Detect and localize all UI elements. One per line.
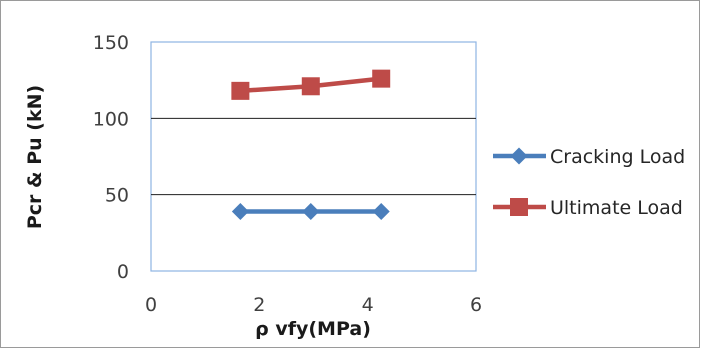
x-tick-label: 4 xyxy=(362,294,374,316)
x-tick-label: 0 xyxy=(145,294,157,316)
legend-marker xyxy=(510,147,528,165)
legend-item: Cracking Load xyxy=(493,146,685,168)
x-tick-label: 6 xyxy=(470,294,482,316)
legend-item: Ultimate Load xyxy=(493,197,683,219)
y-tick-label: 0 xyxy=(117,261,129,283)
y-tick-labels: 0 50 100 150 xyxy=(93,32,129,283)
data-point xyxy=(301,77,320,96)
legend-marker xyxy=(510,198,528,216)
plot-area xyxy=(150,41,477,272)
legend-label: Cracking Load xyxy=(550,146,685,168)
y-axis-title: Pcr & Pu (kN) xyxy=(24,85,46,229)
x-tick-label: 2 xyxy=(253,294,265,316)
x-tick-labels: 0 2 4 6 xyxy=(145,294,482,316)
data-point xyxy=(231,81,250,100)
series-ultimate-load xyxy=(231,69,391,100)
y-tick-label: 50 xyxy=(105,185,129,207)
data-point xyxy=(302,202,320,220)
y-tick-label: 100 xyxy=(93,108,129,130)
data-point xyxy=(231,202,249,220)
gridlines xyxy=(151,117,476,196)
legend: Cracking Load Ultimate Load xyxy=(493,146,685,219)
y-tick-label: 150 xyxy=(93,32,129,54)
x-axis-title: ρ vfy(MPa) xyxy=(255,318,371,340)
series-layer xyxy=(231,69,391,220)
series-cracking-load xyxy=(231,202,390,220)
data-point xyxy=(372,202,390,220)
legend-label: Ultimate Load xyxy=(550,197,683,219)
data-point xyxy=(372,69,391,88)
